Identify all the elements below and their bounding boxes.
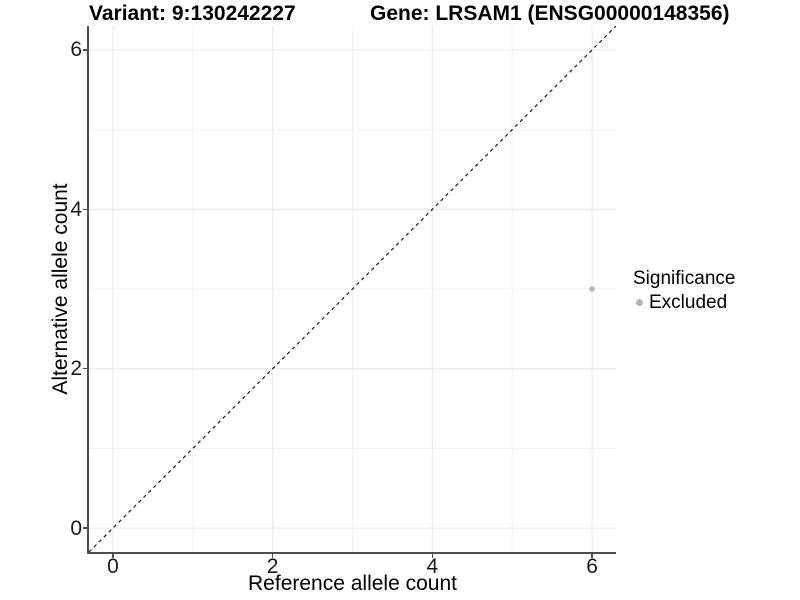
x-tick-mark <box>591 554 593 558</box>
y-tick-label: 0 <box>70 516 82 540</box>
x-tick-mark <box>431 554 434 558</box>
y-tick-label: 4 <box>70 197 82 221</box>
y-tick-mark <box>83 49 87 51</box>
y-tick-mark <box>83 367 87 370</box>
y-tick-label: 2 <box>70 357 82 381</box>
plot-panel <box>87 26 616 554</box>
x-tick-label: 6 <box>586 555 598 578</box>
legend-point-icon <box>636 299 643 306</box>
y-tick-mark <box>83 527 87 529</box>
identity-dashed-line <box>89 26 616 552</box>
legend-item-excluded: Excluded <box>633 292 735 313</box>
x-tick-mark <box>112 554 114 558</box>
data-point <box>589 286 595 292</box>
chart-title-variant: Variant: 9:130242227 <box>89 2 296 25</box>
x-tick-label: 2 <box>266 555 279 578</box>
x-axis-title: Reference allele count <box>248 572 457 595</box>
legend: Significance Excluded <box>633 268 735 313</box>
x-tick-mark <box>271 554 274 558</box>
y-tick-label: 6 <box>70 38 82 62</box>
plot-area-svg <box>89 26 616 552</box>
chart-title-gene: Gene: LRSAM1 (ENSG00000148356) <box>370 2 730 25</box>
legend-title: Significance <box>633 268 736 289</box>
legend-item-label: Excluded <box>649 292 728 313</box>
x-tick-label: 4 <box>426 555 439 578</box>
y-tick-mark <box>83 208 87 211</box>
x-tick-label: 0 <box>107 555 119 578</box>
